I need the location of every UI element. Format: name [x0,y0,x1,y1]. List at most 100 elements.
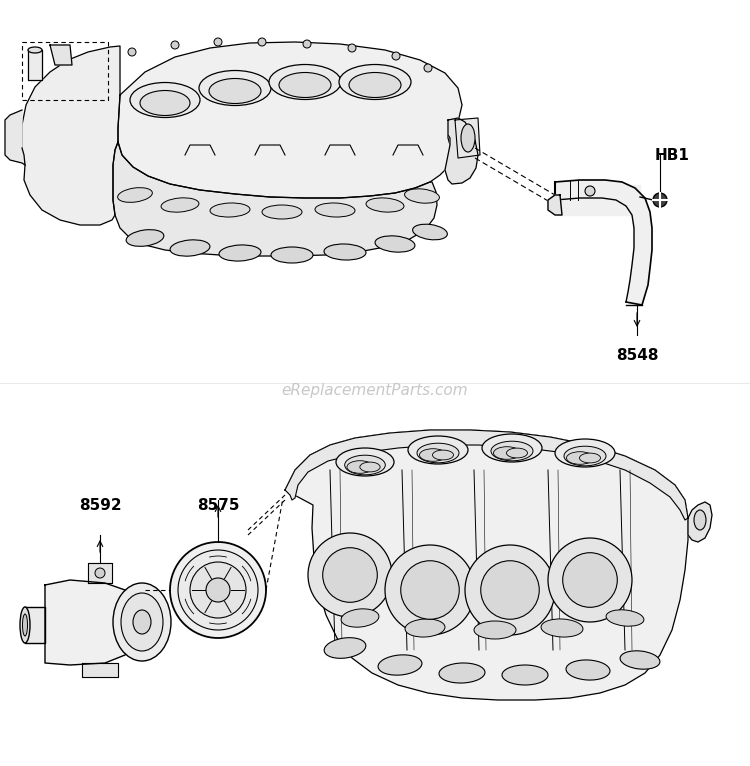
Ellipse shape [419,449,446,461]
Ellipse shape [408,436,468,464]
Ellipse shape [22,614,28,636]
Ellipse shape [564,447,606,466]
Circle shape [585,186,595,196]
Ellipse shape [580,453,601,463]
Text: eReplacementParts.com: eReplacementParts.com [282,382,468,398]
Ellipse shape [566,452,593,464]
Ellipse shape [113,583,171,661]
Ellipse shape [375,236,415,252]
Ellipse shape [360,462,380,472]
Circle shape [424,64,432,72]
Ellipse shape [413,224,447,240]
Ellipse shape [20,607,30,643]
Ellipse shape [461,124,475,152]
Circle shape [95,568,105,578]
Polygon shape [5,110,25,165]
Circle shape [190,562,246,618]
Ellipse shape [315,203,355,217]
Text: 8592: 8592 [79,497,122,512]
Circle shape [128,48,136,56]
Ellipse shape [219,245,261,261]
Ellipse shape [336,448,394,476]
Circle shape [653,193,667,207]
Ellipse shape [404,188,439,203]
Ellipse shape [341,609,379,627]
Ellipse shape [130,83,200,117]
Circle shape [481,561,539,619]
Circle shape [322,548,377,602]
Ellipse shape [405,619,445,637]
Circle shape [303,40,311,48]
Polygon shape [555,185,640,215]
Ellipse shape [262,205,302,219]
Ellipse shape [555,439,615,467]
Circle shape [170,542,266,638]
Circle shape [348,44,356,52]
Ellipse shape [126,230,164,247]
Ellipse shape [694,510,706,530]
Ellipse shape [439,663,485,683]
Ellipse shape [199,70,271,106]
Polygon shape [25,607,45,643]
Ellipse shape [279,73,331,97]
Ellipse shape [269,64,341,100]
Ellipse shape [506,448,527,458]
Polygon shape [118,42,462,198]
Circle shape [308,533,392,617]
Circle shape [214,38,222,46]
Ellipse shape [140,90,190,116]
Ellipse shape [345,455,386,475]
Ellipse shape [324,637,366,658]
Circle shape [385,545,475,635]
Ellipse shape [271,247,313,263]
Ellipse shape [161,198,199,212]
Ellipse shape [210,203,250,217]
Polygon shape [22,46,120,225]
Text: 8548: 8548 [616,348,658,362]
Polygon shape [445,118,478,184]
Ellipse shape [620,651,660,669]
Circle shape [392,52,400,60]
Ellipse shape [133,610,151,634]
Ellipse shape [378,655,422,675]
Circle shape [206,578,230,602]
Ellipse shape [28,47,42,53]
Ellipse shape [566,660,610,680]
Ellipse shape [474,621,516,639]
Circle shape [562,553,617,607]
Polygon shape [45,580,145,665]
Polygon shape [688,502,712,542]
Circle shape [171,41,179,49]
Ellipse shape [482,434,542,462]
Circle shape [548,538,632,622]
Polygon shape [88,563,112,583]
Ellipse shape [349,73,401,97]
Ellipse shape [347,460,373,473]
Ellipse shape [170,240,210,256]
Ellipse shape [417,444,459,463]
Polygon shape [548,195,562,215]
Polygon shape [455,118,480,158]
Text: 8575: 8575 [196,497,239,512]
Circle shape [465,545,555,635]
Ellipse shape [209,78,261,103]
Polygon shape [82,663,118,677]
Polygon shape [50,45,72,65]
Circle shape [258,38,266,46]
Ellipse shape [541,619,583,637]
Polygon shape [28,50,42,80]
Ellipse shape [606,610,644,626]
Ellipse shape [502,665,548,685]
Polygon shape [555,180,652,305]
Polygon shape [285,430,688,520]
Ellipse shape [366,198,404,212]
Polygon shape [285,430,688,700]
Ellipse shape [324,244,366,260]
Circle shape [178,550,258,630]
Ellipse shape [433,450,454,460]
Ellipse shape [121,593,163,651]
Ellipse shape [491,441,533,461]
Ellipse shape [118,188,152,202]
Polygon shape [113,142,437,256]
Ellipse shape [339,64,411,100]
